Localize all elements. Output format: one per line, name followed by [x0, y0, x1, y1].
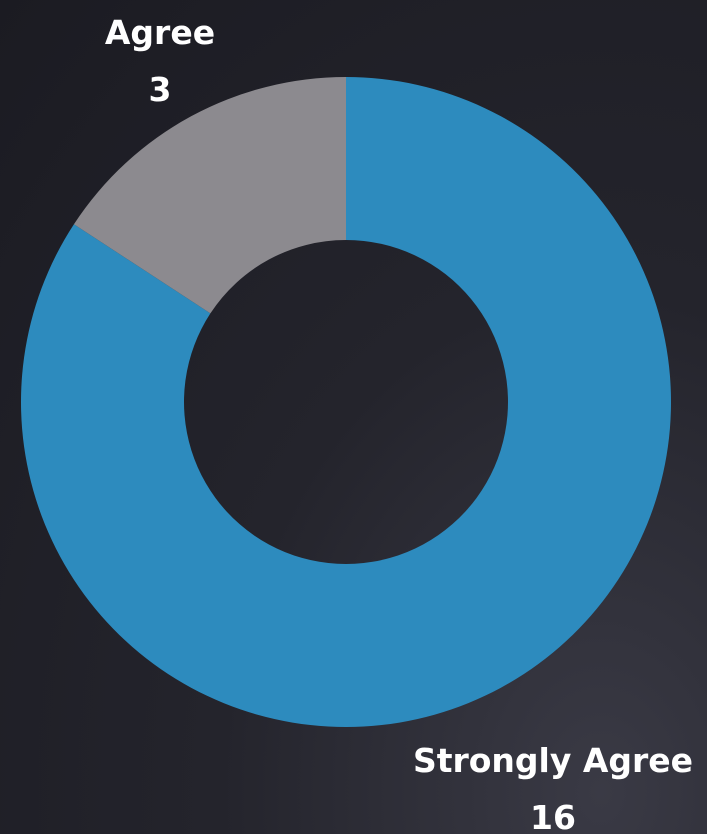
label-strongly-agree-category: Strongly Agree: [413, 741, 693, 780]
label-agree-category: Agree: [105, 13, 215, 52]
slices-group: [20, 77, 671, 727]
label-strongly-agree-value: 16: [530, 798, 576, 834]
slice-strongly-agree: [20, 77, 671, 727]
labels-group: Agree 3 Strongly Agree 16: [105, 13, 693, 834]
label-agree-value: 3: [149, 70, 172, 109]
slice-agree: [73, 77, 346, 314]
